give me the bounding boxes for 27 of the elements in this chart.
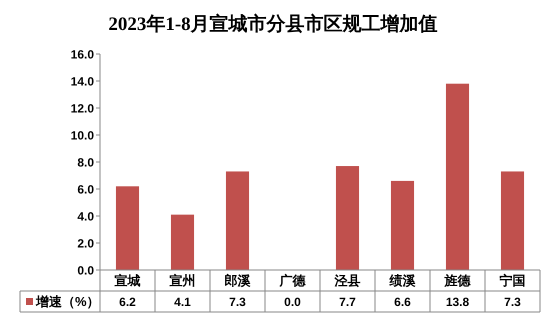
x-tick-label: 郎溪 bbox=[224, 273, 252, 288]
data-label: 6.6 bbox=[394, 295, 412, 309]
x-tick-label: 绩溪 bbox=[388, 273, 416, 288]
y-tick-label: 14.0 bbox=[70, 74, 94, 88]
x-tick-label: 泾县 bbox=[334, 273, 360, 288]
data-label: 0.0 bbox=[284, 295, 302, 309]
chart-title: 2023年1-8月宣城市分县市区规工增加值 bbox=[108, 13, 438, 35]
y-tick-label: 4.0 bbox=[77, 210, 94, 224]
y-tick-label: 12.0 bbox=[70, 102, 94, 116]
y-tick-label: 0.0 bbox=[77, 264, 94, 278]
legend-label: 增速（%） bbox=[35, 294, 100, 309]
x-tick-label: 旌德 bbox=[444, 273, 472, 288]
data-label: 7.3 bbox=[504, 295, 522, 309]
y-tick-label: 8.0 bbox=[77, 156, 94, 170]
y-tick-label: 10.0 bbox=[70, 128, 94, 142]
data-label: 7.7 bbox=[339, 295, 356, 309]
y-tick-label: 2.0 bbox=[77, 236, 94, 250]
y-tick-label: 6.0 bbox=[77, 182, 94, 196]
y-tick-label: 16.0 bbox=[70, 48, 94, 62]
x-tick-label: 宣城 bbox=[114, 273, 140, 288]
data-label: 6.2 bbox=[119, 295, 136, 309]
data-label: 13.8 bbox=[446, 295, 470, 309]
data-label: 4.1 bbox=[174, 295, 192, 309]
data-label: 7.3 bbox=[229, 295, 246, 309]
x-tick-label: 宣州 bbox=[170, 273, 196, 288]
x-tick-label: 宁国 bbox=[500, 273, 526, 288]
x-tick-label: 广德 bbox=[278, 273, 306, 288]
